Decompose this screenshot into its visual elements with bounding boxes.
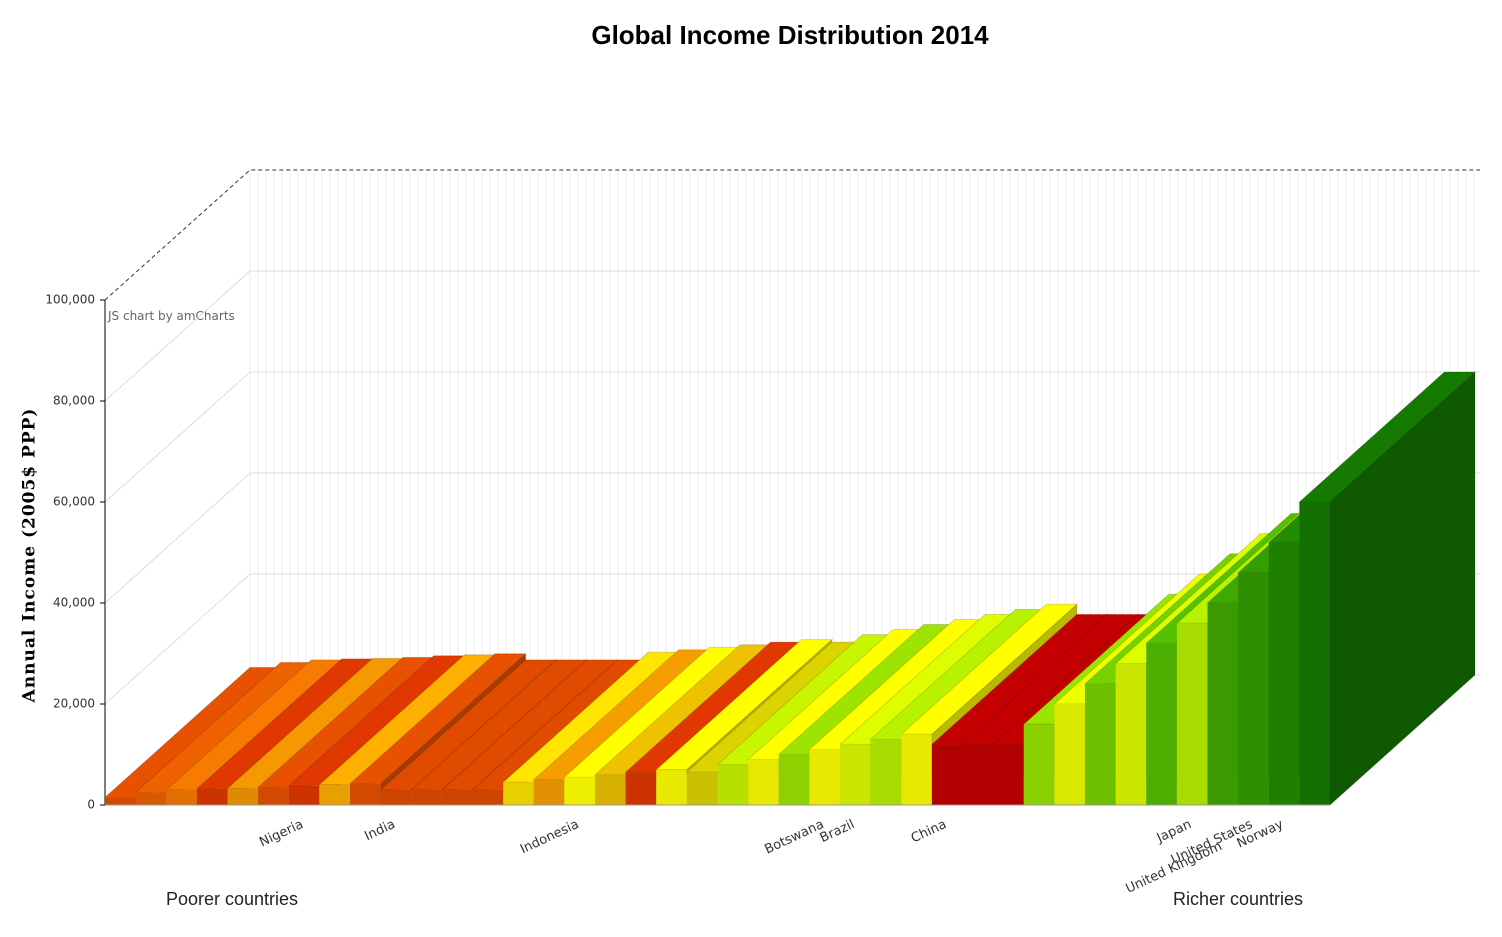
bar — [1115, 663, 1147, 805]
bar — [1176, 623, 1208, 805]
bar — [135, 792, 167, 805]
y-tick-label: 0 — [87, 798, 95, 812]
bar — [472, 789, 504, 805]
bar — [717, 764, 749, 805]
bar — [503, 782, 534, 805]
y-tick-label: 20,000 — [53, 697, 95, 711]
bar — [625, 772, 657, 805]
y-tick-label: 40,000 — [53, 596, 95, 610]
bar — [1207, 603, 1239, 805]
bar — [962, 744, 994, 805]
chart-title: Global Income Distribution 2014 — [591, 20, 989, 50]
bar — [1268, 542, 1300, 805]
x-tick-label: India — [362, 817, 397, 844]
x-tick-label: China — [909, 817, 949, 846]
bar — [350, 783, 381, 805]
bar — [288, 785, 320, 805]
bar — [809, 749, 840, 805]
grid-line — [104, 371, 1480, 503]
x-tick-label: Japan — [1154, 817, 1194, 846]
bar — [196, 788, 228, 805]
y-tick-label: 80,000 — [53, 394, 95, 408]
bar — [1023, 724, 1055, 805]
y-tick-label: 100,000 — [45, 293, 95, 307]
bar — [227, 788, 259, 805]
bar — [380, 789, 412, 805]
grid-line — [104, 169, 1480, 301]
bar — [1085, 683, 1116, 805]
grid-line — [104, 472, 1480, 604]
bar — [993, 744, 1024, 805]
left-note: Poorer countries — [166, 889, 298, 909]
y-axis-title: Annual Income (2005$ PPP) — [20, 408, 40, 704]
bar — [1238, 572, 1269, 805]
bar — [870, 739, 902, 805]
x-tick-label: Nigeria — [257, 817, 305, 850]
bar — [166, 789, 197, 805]
bar — [778, 754, 810, 805]
credit: JS chart by amCharts — [107, 309, 235, 323]
bar — [258, 787, 289, 805]
bar — [105, 797, 136, 805]
bar — [1054, 704, 1085, 805]
bar — [564, 777, 595, 805]
y-tick-label: 60,000 — [53, 495, 95, 509]
bar — [441, 789, 473, 805]
bar — [533, 779, 565, 805]
bar — [686, 772, 718, 805]
grid-line — [104, 270, 1480, 402]
bar — [840, 744, 871, 805]
bar — [748, 759, 779, 805]
bar — [901, 734, 932, 805]
bar — [1146, 643, 1177, 805]
bar — [656, 769, 687, 805]
grid-line — [104, 573, 1480, 705]
plot: 0 20,000 40,000 60,000 80,000 100,000 Nigeria I… — [45, 169, 1480, 897]
bar — [411, 789, 442, 805]
x-tick-label: Botswana — [762, 817, 826, 857]
bar — [319, 784, 350, 805]
bar — [1299, 502, 1330, 805]
bar — [931, 744, 963, 805]
right-note: Richer countries — [1173, 889, 1303, 909]
bar — [595, 774, 626, 805]
x-tick-label: Brazil — [818, 817, 857, 846]
x-tick-label: Indonesia — [518, 817, 581, 857]
